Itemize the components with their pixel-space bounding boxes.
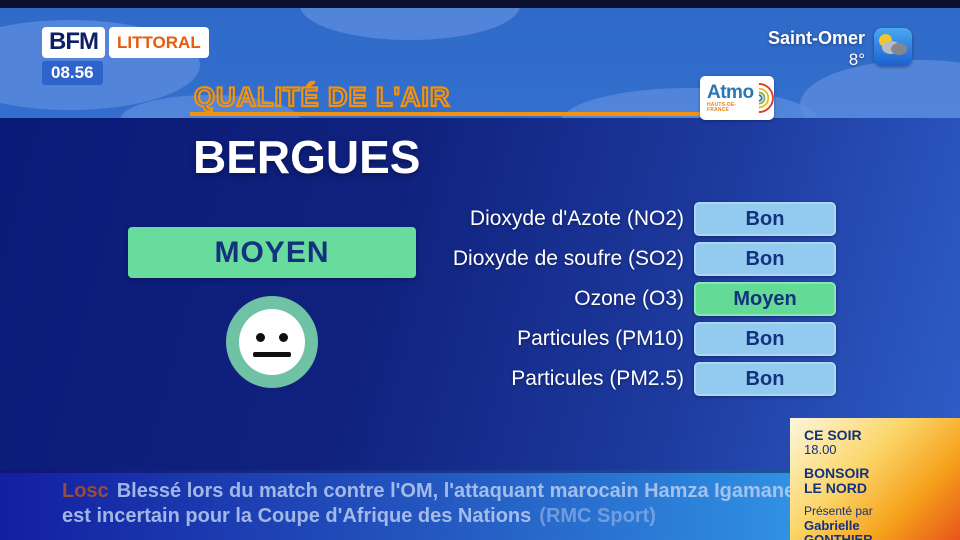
bfm-logo: BFM [42, 27, 105, 58]
pollutant-rating-badge: Bon [694, 362, 836, 396]
promo-presented-by: Présenté par [804, 504, 873, 519]
pollutant-row: Particules (PM2.5) Bon [420, 362, 836, 396]
pollutant-rating-badge: Bon [694, 242, 836, 276]
pollutant-label: Ozone (O3) [574, 287, 684, 310]
ticker-source: (RMC Sport) [539, 505, 656, 527]
pollutant-row: Dioxyde d'Azote (NO2) Bon [420, 202, 836, 236]
pollutant-rating-badge: Bon [694, 202, 836, 236]
pollutant-label: Dioxyde de soufre (SO2) [452, 247, 684, 270]
smiley-eye [279, 333, 288, 342]
pollutant-label: Particules (PM2.5) [511, 367, 684, 390]
neutral-face-icon [226, 296, 318, 388]
cloud-icon [891, 43, 907, 55]
city-name: BERGUES [193, 131, 421, 183]
smiley-eye [256, 333, 265, 342]
channel-logo-group: BFM LITTORAL 08.56 [42, 27, 209, 85]
atmo-logo: Atmo HAUTS-DE-FRANCE [700, 76, 774, 120]
ticker-topic-tag: Losc [62, 480, 109, 502]
title-underline [190, 112, 770, 116]
pollutant-label: Dioxyde d'Azote (NO2) [469, 207, 684, 230]
weather-city: Saint-Omer [767, 28, 865, 48]
promo-show-name-line1: BONSOIR [804, 464, 870, 481]
pollutant-rating-badge: Bon [694, 322, 836, 356]
smiley-face [239, 309, 305, 375]
pollutant-row: Ozone (O3) Moyen [420, 282, 836, 316]
promo-presenter-first: Gabrielle [804, 517, 860, 533]
promo-show-name-line2: LE NORD [804, 480, 867, 497]
pollutant-label: Particules (PM10) [517, 327, 684, 350]
page-title: QUALITÉ DE L'AIR [193, 81, 451, 113]
clock: 08.56 [42, 61, 103, 85]
top-letterbox-bar [0, 0, 960, 8]
weather-widget: Saint-Omer 8° [768, 28, 912, 70]
ticker-text-line2: est incertain pour la Coupe d'Afrique de… [62, 505, 532, 527]
weather-temperature: 8° [848, 50, 865, 69]
atmo-logo-region: HAUTS-DE-FRANCE [707, 102, 737, 113]
pollutant-row: Particules (PM10) Bon [420, 322, 836, 356]
ticker-text-line1: Blessé lors du match contre l'OM, l'atta… [116, 480, 796, 502]
promo-presenter-last: GONTHIER [804, 531, 873, 540]
atmo-arcs-icon [758, 83, 774, 113]
overall-rating-badge: MOYEN [128, 227, 416, 278]
promo-panel: CE SOIR 18.00 BONSOIR LE NORD Présenté p… [790, 418, 960, 540]
promo-when: CE SOIR [804, 427, 862, 443]
sun-behind-cloud-icon [874, 28, 912, 66]
pollutant-list: Dioxyde d'Azote (NO2) Bon Dioxyde de sou… [420, 202, 836, 402]
smiley-mouth [253, 352, 291, 357]
promo-time: 18.00 [804, 442, 837, 458]
region-label: LITTORAL [108, 27, 209, 58]
pollutant-row: Dioxyde de soufre (SO2) Bon [420, 242, 836, 276]
pollutant-rating-badge: Moyen [694, 282, 836, 316]
atmo-logo-name: Atmo [707, 82, 754, 103]
